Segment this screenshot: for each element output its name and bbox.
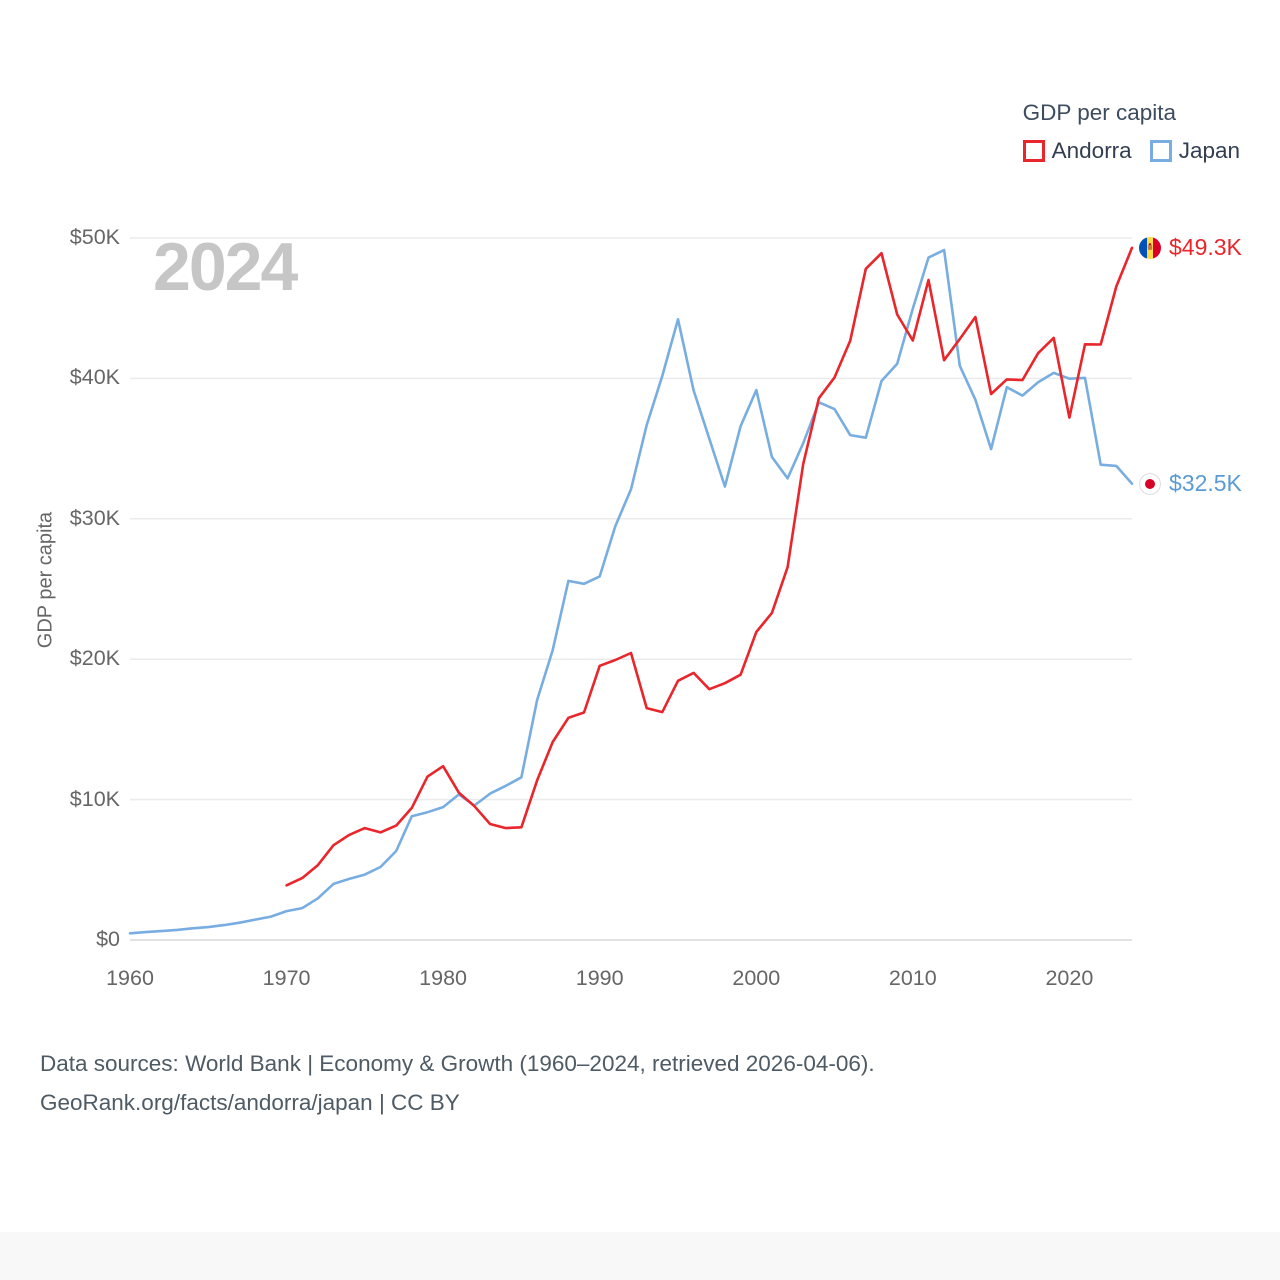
japan-swatch-icon [1149, 140, 1172, 162]
legend-label-andorra: Andorra [1051, 138, 1132, 163]
data-sources-line: Data sources: World Bank | Economy & Gro… [40, 1051, 875, 1076]
andorra-line [285, 246, 1134, 887]
legend-item-japan[interactable]: Japan [1149, 138, 1240, 164]
japan-flag-icon [1139, 472, 1161, 495]
y-axis-title: GDP per capita [34, 511, 57, 649]
footer: Data sources: World Bank | Economy & Gro… [40, 1044, 875, 1122]
andorra-end-label: $49.3K [1139, 234, 1242, 261]
legend-title: GDP per capita [1022, 100, 1177, 125]
andorra-end-value: $49.3K [1169, 234, 1242, 260]
legend-items-row: Andorra Japan [1022, 138, 1240, 164]
japan-end-value: $32.5K [1169, 470, 1242, 496]
japan-line [128, 248, 1134, 935]
year-watermark: 2024 [153, 229, 298, 305]
japan-end-label: $32.5K [1139, 470, 1242, 497]
legend-item-andorra[interactable]: Andorra [1022, 138, 1132, 164]
andorra-swatch-icon [1022, 140, 1045, 162]
attribution-line: GeoRank.org/facts/andorra/japan | CC BY [40, 1090, 460, 1115]
bottom-strip [0, 1232, 1280, 1280]
andorra-flag-icon [1139, 236, 1161, 259]
legend-label-japan: Japan [1178, 138, 1240, 163]
chart-legend: GDP per capita Andorra Japan [1022, 100, 1240, 164]
